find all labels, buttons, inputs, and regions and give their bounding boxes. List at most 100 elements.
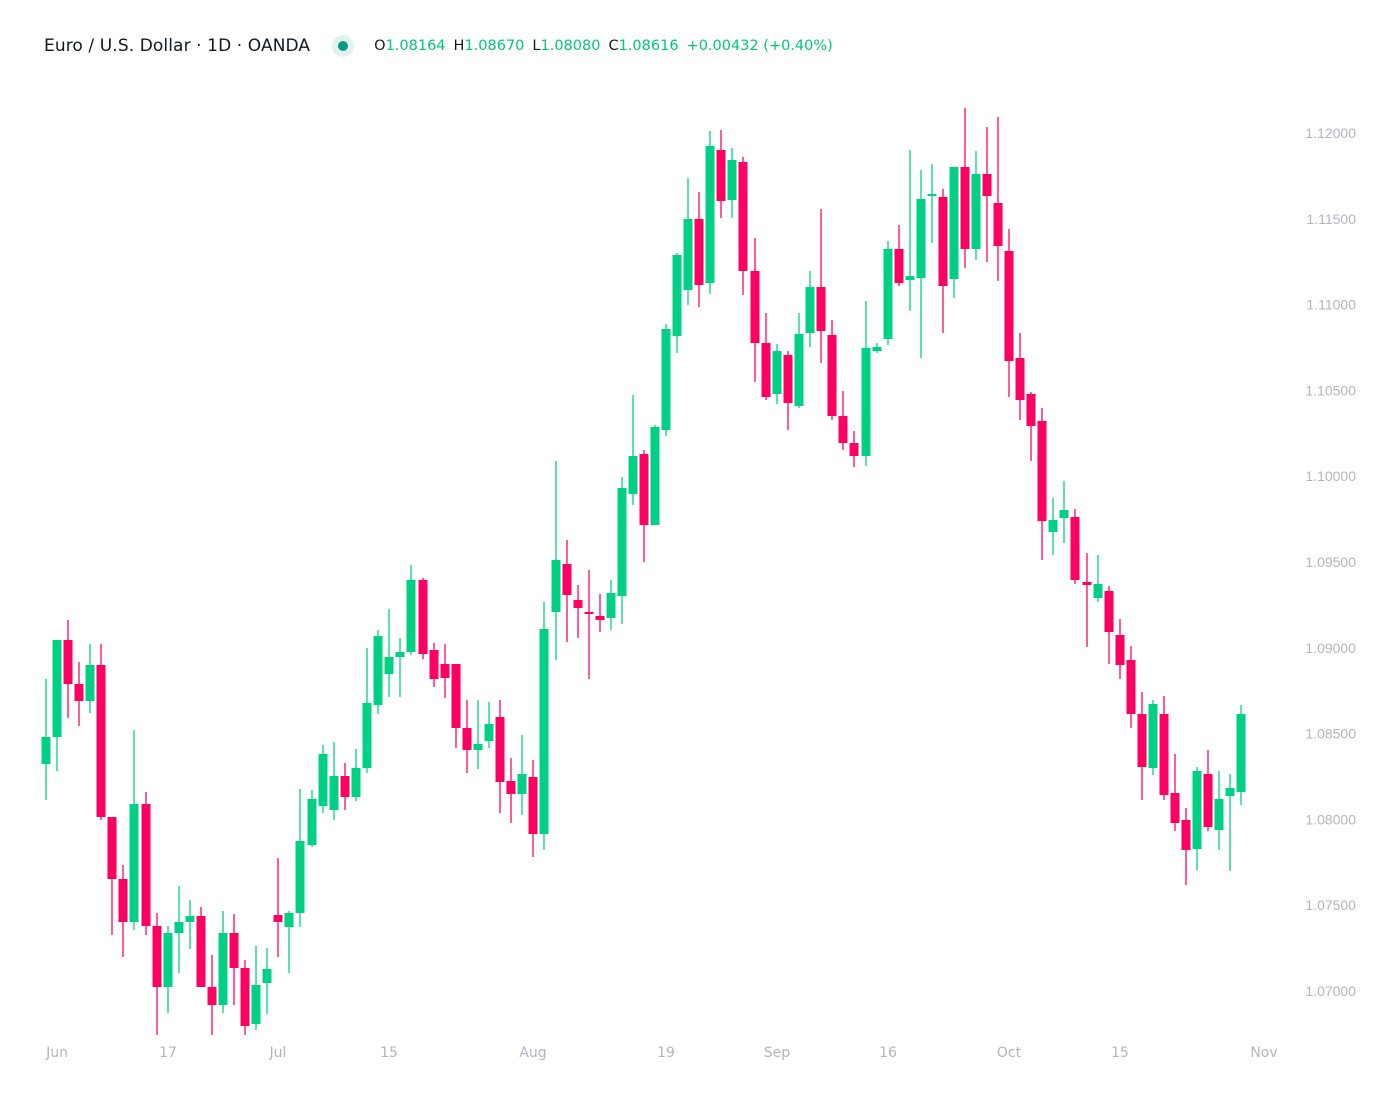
candle-body [650, 427, 660, 525]
candle-body [1225, 788, 1235, 796]
price-axis[interactable]: 1.12000 1.11500 1.11000 1.10500 1.10000 1.095… [1305, 125, 1356, 999]
change-value: +0.00432 (+0.40%) [686, 38, 833, 54]
candle [1137, 692, 1147, 800]
candle-body [639, 454, 649, 525]
time-tick-label: Jul [269, 1045, 287, 1061]
candle [772, 344, 782, 404]
candle-body [118, 879, 128, 922]
candle-body [551, 560, 561, 612]
candle-body [1170, 793, 1180, 823]
close-value: 1.08616 [618, 38, 679, 54]
candle [1214, 771, 1224, 850]
candle [1126, 646, 1136, 728]
candle-body [738, 162, 748, 271]
candle [1148, 700, 1158, 775]
market-open-dot-icon[interactable] [332, 35, 355, 57]
candle-body [1159, 714, 1169, 795]
candle [1181, 808, 1191, 885]
candle [883, 241, 893, 345]
candle [1004, 229, 1014, 397]
time-tick-label: 16 [879, 1045, 897, 1061]
candle-body [573, 600, 583, 608]
candle-body [883, 249, 893, 339]
candle-body [318, 754, 328, 806]
candle [129, 730, 139, 930]
time-tick-label: Nov [1250, 1045, 1277, 1061]
candle [152, 913, 162, 1035]
candle [1192, 767, 1202, 870]
candle [838, 391, 848, 450]
candle [872, 343, 882, 353]
candle [938, 189, 948, 333]
candle-body [207, 987, 217, 1005]
ohlc-values: O 1.08164 H 1.08670 L 1.08080 C 1.08616 … [374, 38, 833, 54]
price-tick-label: 1.08000 [1305, 811, 1356, 827]
candle-body [163, 933, 173, 987]
candle [1015, 333, 1025, 420]
candle-body [1048, 520, 1058, 532]
candle-body [1203, 774, 1213, 827]
status-dot [338, 41, 349, 51]
candle [52, 640, 62, 771]
candle-body [384, 657, 394, 674]
candle-body [993, 203, 1003, 246]
candle-body [41, 737, 51, 764]
candle [1059, 481, 1069, 543]
candle-body [606, 593, 616, 618]
candle-body [849, 443, 859, 456]
low-label: L [532, 38, 541, 54]
candle-body [672, 255, 682, 336]
time-tick-label: Oct [997, 1045, 1022, 1061]
candle-body [174, 922, 184, 933]
candle [451, 664, 461, 748]
candle-body [1093, 584, 1103, 598]
candle-body [251, 985, 261, 1024]
candle [562, 540, 572, 642]
candle [672, 253, 682, 353]
candle-body [595, 616, 605, 620]
candle-body [927, 194, 937, 196]
candle-body [971, 174, 981, 249]
price-tick-label: 1.10000 [1305, 468, 1356, 484]
candle-body [52, 640, 62, 737]
time-axis[interactable]: Jun 17 Jul 15 Aug 19 Sep 16 Oct 15 Nov [45, 1045, 1278, 1061]
candle-body [528, 777, 538, 834]
candle [1070, 509, 1080, 584]
candle [384, 609, 394, 697]
candle [473, 700, 483, 769]
candle [827, 320, 837, 420]
price-tick-label: 1.11000 [1306, 297, 1356, 313]
candle [351, 749, 361, 801]
candle-body [694, 219, 704, 285]
candle-body [74, 684, 84, 701]
candle-body [1026, 394, 1036, 426]
candle [329, 742, 339, 820]
candle [462, 700, 472, 773]
candle [429, 643, 439, 687]
candle [174, 886, 184, 973]
high-label: H [453, 38, 465, 54]
candle-body [351, 768, 361, 797]
candle-body [262, 969, 272, 983]
candle-body [440, 664, 450, 678]
candle [418, 578, 428, 659]
candle [861, 301, 871, 466]
candle-body [562, 564, 572, 595]
candle [761, 313, 771, 400]
candle-body [107, 817, 117, 879]
candle [1225, 774, 1235, 871]
candle [1048, 498, 1058, 555]
candle-body [661, 329, 671, 430]
candle [639, 450, 649, 562]
candle [163, 926, 173, 1013]
candle [41, 679, 51, 800]
candle-body [1015, 358, 1025, 400]
candle-body [705, 146, 715, 283]
candle-body [905, 276, 915, 280]
candle-body [340, 776, 350, 797]
time-tick-label: 15 [380, 1045, 398, 1061]
high-value: 1.08670 [464, 38, 525, 54]
symbol-title[interactable]: Euro / U.S. Dollar · 1D · OANDA [44, 36, 311, 56]
candle [517, 735, 527, 815]
